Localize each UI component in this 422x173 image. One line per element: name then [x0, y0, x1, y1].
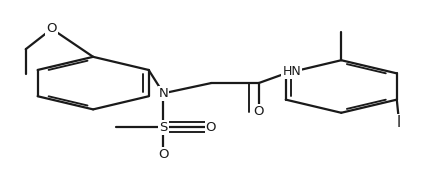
Text: O: O [253, 105, 264, 119]
Text: I: I [397, 115, 401, 130]
Text: HN: HN [282, 65, 301, 78]
Text: O: O [46, 22, 57, 35]
Text: N: N [159, 87, 168, 100]
Text: O: O [206, 121, 216, 134]
Text: O: O [158, 148, 169, 161]
Text: S: S [159, 121, 168, 134]
